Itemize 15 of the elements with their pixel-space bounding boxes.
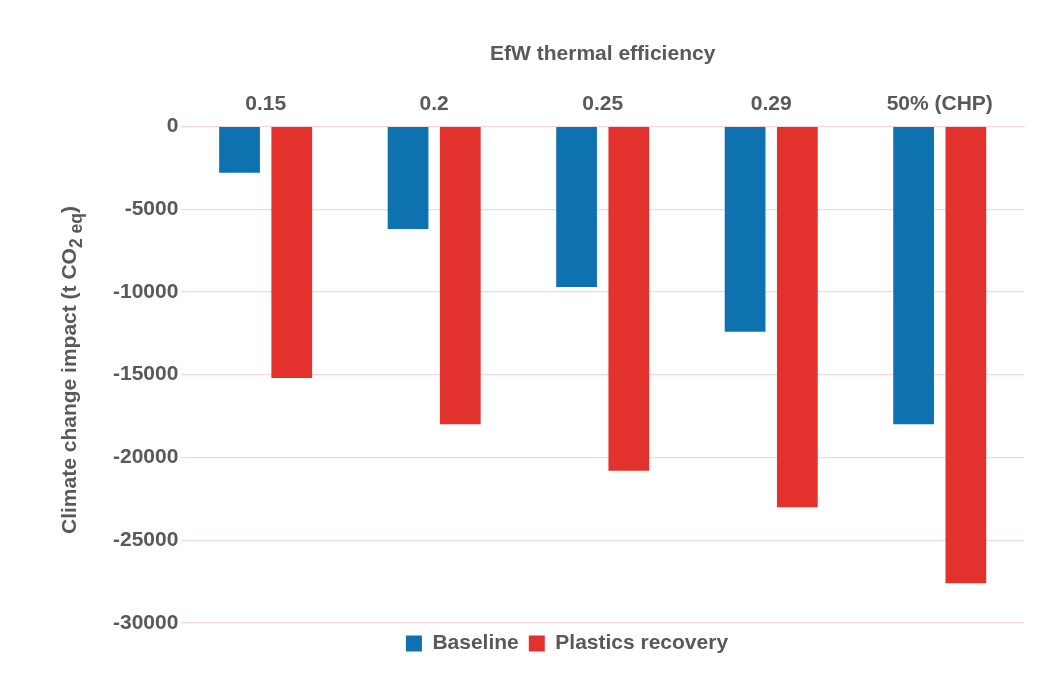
x-tick-label: 0.25: [582, 90, 624, 114]
x-tick-label: 0.2: [419, 90, 449, 114]
y-tick-label: -10000: [113, 278, 179, 302]
y-tick-label: -20000: [113, 444, 179, 468]
y-tick-label: 0: [166, 113, 179, 137]
x-tick-label: 0.29: [750, 90, 792, 114]
x-tick-label: 0.15: [245, 90, 287, 114]
legend-label: Plastics recovery: [555, 630, 729, 654]
x-tick-label: 50% (CHP): [886, 90, 993, 114]
y-tick-label: -5000: [124, 195, 179, 219]
legend-label: Baseline: [432, 630, 519, 654]
x-axis-title: EfW thermal efficiency: [490, 41, 716, 65]
y-tick-label: -25000: [113, 527, 179, 551]
y-tick-label: -30000: [113, 609, 179, 633]
y-tick-label: -15000: [113, 361, 179, 385]
